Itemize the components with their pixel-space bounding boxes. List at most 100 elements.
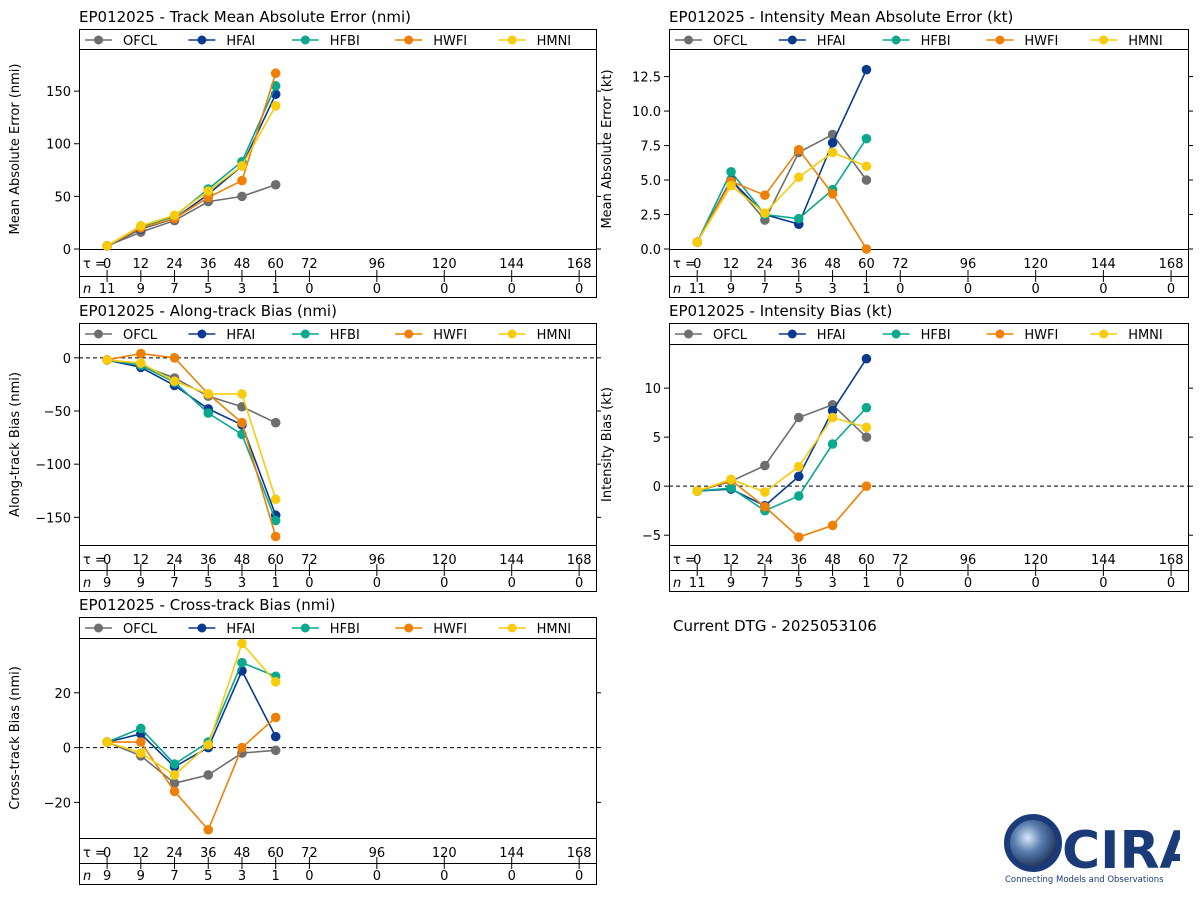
y-axis-label: Mean Absolute Error (nmi) xyxy=(8,64,23,235)
tau-tick-label: 48 xyxy=(234,553,251,568)
legend-marker xyxy=(404,35,414,45)
data-point xyxy=(861,175,872,185)
y-tick-label: 5.0 xyxy=(640,174,661,189)
data-point xyxy=(203,740,214,750)
data-point xyxy=(827,189,838,199)
data-point xyxy=(861,161,872,172)
y-tick-label: 10.0 xyxy=(632,105,661,120)
legend-entry-hwfi: HWFI xyxy=(395,34,467,49)
logo-wordmark: CIRA xyxy=(1062,821,1180,881)
tau-tick-label: 168 xyxy=(567,553,592,568)
y-tick-label: −5 xyxy=(642,529,661,544)
legend-entry-ofcl: OFCL xyxy=(675,328,748,343)
legend-marker xyxy=(995,329,1005,339)
data-point xyxy=(136,221,146,231)
series-hfai xyxy=(692,64,872,247)
n-label: n xyxy=(83,282,91,297)
y-tick-label: 150 xyxy=(46,85,71,100)
legend-marker xyxy=(891,35,901,45)
series-line xyxy=(696,416,867,493)
n-count: 7 xyxy=(761,282,769,297)
data-point xyxy=(136,748,146,758)
legend-label: HFAI xyxy=(226,622,255,637)
legend-entry-hwfi: HWFI xyxy=(986,34,1058,49)
legend-entry-hfai: HFAI xyxy=(778,34,846,49)
n-count: 9 xyxy=(137,282,145,297)
tau-tick-label: 0 xyxy=(693,553,701,568)
legend-label: HFAI xyxy=(817,328,846,343)
chart-title: EP012025 - Track Mean Absolute Error (nm… xyxy=(79,8,411,26)
n-count: 3 xyxy=(238,576,246,591)
n-count: 0 xyxy=(305,576,313,591)
legend-entry-hmni: HMNI xyxy=(498,328,571,343)
cira-logo: CIRA Connecting Models and Observations xyxy=(1004,814,1180,885)
tau-tick-label: 120 xyxy=(1023,257,1048,272)
data-point xyxy=(136,348,146,359)
data-point xyxy=(760,190,770,201)
data-point xyxy=(237,175,247,186)
series-line xyxy=(696,403,867,492)
tau-tick-label: 60 xyxy=(858,553,875,568)
series-hwfi xyxy=(102,712,281,835)
data-point xyxy=(237,191,247,202)
tau-tick-label: 60 xyxy=(267,553,284,568)
legend-marker xyxy=(197,35,207,45)
n-count: 11 xyxy=(99,282,116,297)
y-tick-label: 2.5 xyxy=(640,209,661,224)
n-count: 9 xyxy=(137,576,145,591)
data-point xyxy=(726,483,736,493)
data-point xyxy=(726,474,736,485)
n-label: n xyxy=(673,576,681,591)
legend-marker xyxy=(197,623,207,633)
series-hmni xyxy=(102,638,281,780)
y-tick-label: −20 xyxy=(44,796,71,811)
tau-tick-label: 96 xyxy=(369,846,386,861)
tau-tick-label: 60 xyxy=(267,846,284,861)
data-point xyxy=(237,417,247,428)
tau-tick-label: 60 xyxy=(858,257,875,272)
n-count: 1 xyxy=(272,576,280,591)
tau-tick-label: 12 xyxy=(723,257,740,272)
data-point xyxy=(102,737,112,747)
n-count: 0 xyxy=(575,869,583,884)
data-point xyxy=(270,494,281,505)
legend-marker xyxy=(300,35,310,45)
n-count: 0 xyxy=(1167,576,1175,591)
legend-entry-hfai: HFAI xyxy=(188,622,255,637)
n-count: 0 xyxy=(575,576,583,591)
data-point xyxy=(827,147,838,158)
tau-tick-label: 96 xyxy=(369,257,386,272)
n-label: n xyxy=(83,869,91,884)
data-point xyxy=(237,401,247,412)
n-count: 9 xyxy=(103,576,111,591)
n-count: 5 xyxy=(204,576,212,591)
legend-label: HWFI xyxy=(1024,328,1058,343)
series-hfai xyxy=(102,666,281,772)
tau-tick-label: 0 xyxy=(103,846,111,861)
legend-entry-hmni: HMNI xyxy=(1090,328,1163,343)
tau-tick-label: 120 xyxy=(432,846,457,861)
y-tick-label: 20 xyxy=(54,687,71,702)
tau-tick-label: 36 xyxy=(200,553,217,568)
data-point xyxy=(793,461,804,472)
n-count: 11 xyxy=(689,576,706,591)
data-point xyxy=(270,68,281,79)
legend-entry-hfbi: HFBI xyxy=(291,328,360,343)
legend-label: OFCL xyxy=(713,328,748,343)
n-count: 9 xyxy=(727,282,735,297)
tau-tick-label: 168 xyxy=(1159,553,1184,568)
series-line xyxy=(107,716,277,832)
chart-frame xyxy=(79,617,597,885)
n-count: 0 xyxy=(373,869,381,884)
chart-frame xyxy=(669,323,1189,592)
chart-title: EP012025 - Intensity Mean Absolute Error… xyxy=(669,8,1013,26)
n-count: 0 xyxy=(440,282,448,297)
legend-entry-hwfi: HWFI xyxy=(395,622,467,637)
logo-tagline: Connecting Models and Observations xyxy=(1005,875,1164,885)
legend-label: OFCL xyxy=(123,34,158,49)
y-tick-label: 7.5 xyxy=(640,140,661,155)
series-hwfi xyxy=(692,144,872,254)
tau-tick-label: 72 xyxy=(301,846,318,861)
legend-label: OFCL xyxy=(123,622,158,637)
data-point xyxy=(237,161,247,171)
